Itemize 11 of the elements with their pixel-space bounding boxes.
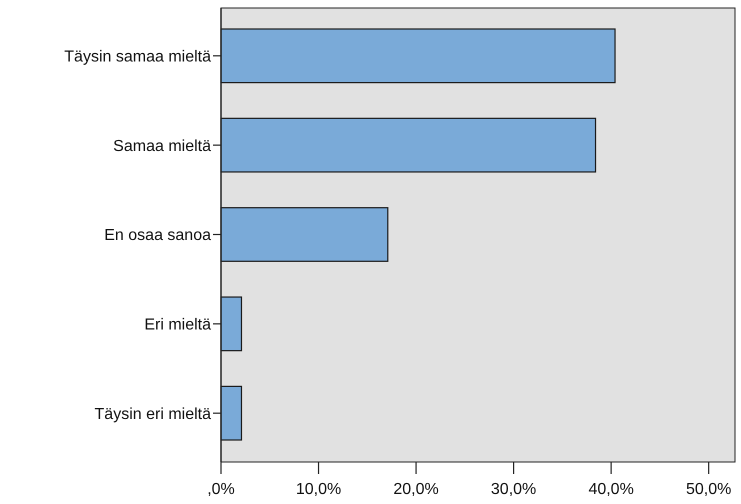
- y-tick-label: Täysin eri mieltä: [94, 406, 212, 423]
- x-tick-label: 50,0%: [686, 481, 732, 498]
- x-tick-label: 10,0%: [296, 481, 342, 498]
- y-tick-label: Täysin samaa mieltä: [64, 48, 212, 66]
- x-tick-label: 40,0%: [588, 481, 634, 498]
- y-tick-label: Eri mieltä: [144, 316, 212, 334]
- y-tick-label: Samaa mieltä: [113, 138, 212, 155]
- x-tick-label: 20,0%: [393, 481, 439, 498]
- y-tick-label: En osaa sanoa: [104, 227, 212, 244]
- x-tick-label: ,0%: [207, 481, 235, 498]
- x-tick-label: 30,0%: [490, 481, 536, 498]
